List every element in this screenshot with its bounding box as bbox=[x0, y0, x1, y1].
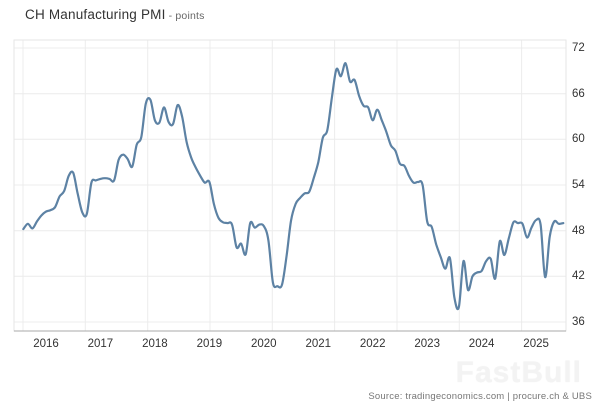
y-tick-label: 54 bbox=[572, 179, 585, 191]
y-tick-label: 36 bbox=[572, 316, 585, 328]
y-tick-label: 72 bbox=[572, 42, 585, 54]
x-tick-label: 2017 bbox=[87, 338, 114, 350]
chart-title-text: CH Manufacturing PMI bbox=[25, 7, 166, 22]
x-tick-label: 2022 bbox=[359, 338, 386, 350]
y-tick-label: 60 bbox=[572, 133, 585, 146]
x-tick-label: 2020 bbox=[251, 338, 277, 350]
y-tick-label: 42 bbox=[572, 270, 585, 283]
y-tick-label: 66 bbox=[572, 87, 585, 100]
x-tick-label: 2018 bbox=[142, 338, 168, 350]
chart-title: CH Manufacturing PMI - points bbox=[25, 7, 205, 22]
pmi-series-line bbox=[22, 62, 565, 311]
x-tick-label: 2019 bbox=[196, 338, 223, 350]
chart-subtitle: - points bbox=[168, 10, 205, 22]
y-tick-label: 48 bbox=[572, 224, 585, 237]
x-tick-label: 2023 bbox=[414, 338, 440, 350]
x-tick-label: 2021 bbox=[305, 338, 332, 350]
x-tick-label: 2025 bbox=[523, 338, 549, 350]
fastbull-watermark: FastBull bbox=[455, 356, 582, 389]
source-attribution: Source: tradingeconomics.com | procure.c… bbox=[368, 391, 592, 402]
x-tick-label: 2016 bbox=[33, 338, 59, 350]
x-tick-label: 2024 bbox=[468, 338, 495, 350]
